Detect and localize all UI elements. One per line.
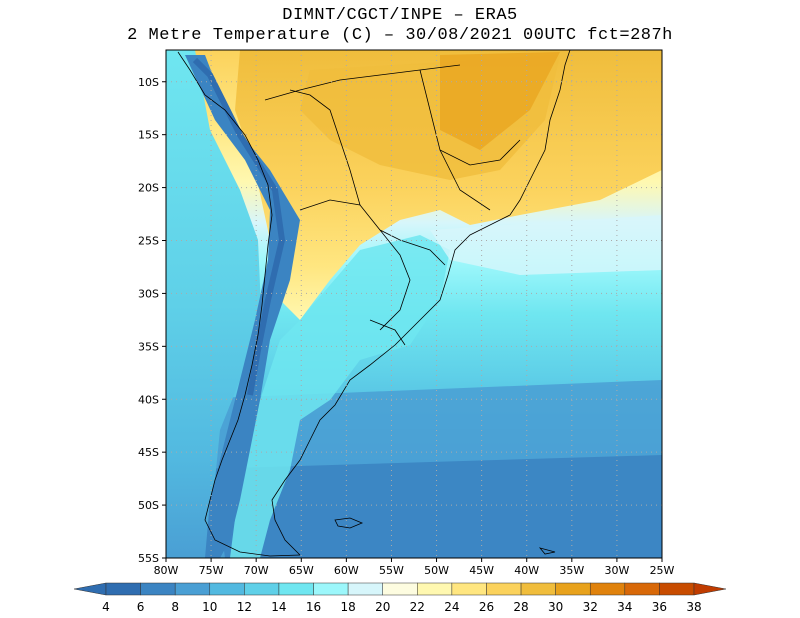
lat-label: 20S [138,182,159,195]
lon-label: 55W [379,564,404,577]
lat-label: 40S [138,393,159,406]
colorbar-label: 36 [652,600,667,614]
colorbar-swatch [209,582,245,596]
country-border-3 [379,229,411,331]
colorbar-swatch [244,582,280,596]
colorbar-label: 28 [513,600,528,614]
colorbar-labels: 4 6 8 10 12 14 16 18 20 22 24 26 28 30 32 34 36 38 [102,600,701,614]
lon-label: 80W [154,564,179,577]
colorbar-swatch [486,582,522,596]
colorbar-label: 38 [686,600,701,614]
lon-label: 35W [559,564,584,577]
hottest-core-field [440,52,560,150]
lat-label: 45S [138,446,159,459]
lat-label: 50S [138,499,159,512]
lon-label: 75W [199,564,224,577]
country-border-4 [264,64,461,101]
colorbar-swatch [313,582,349,596]
colorbar-label: 20 [375,600,390,614]
pacific-coastline [177,51,301,557]
colorbar-label: 18 [340,600,355,614]
lat-label: 10S [138,76,159,89]
andes-ridge [192,57,286,396]
lon-label: 65W [289,564,314,577]
map-title-line-2: 2 Metre Temperature (C) – 30/08/2021 00U… [127,26,673,45]
longitude-labels: 80W 75W 70W 65W 60W 55W 50W 45W 40W 35W 30W 25W [154,558,675,577]
colorbar-swatch [555,582,591,596]
atlantic-coastline [271,50,571,556]
lat-label: 35S [138,340,159,353]
map-field [166,50,662,558]
lon-label: 50W [424,564,449,577]
latitude-labels: 10S 15S 20S 25S 30S 35S 40S 45S 50S 55S [138,76,166,565]
colorbar-label: 4 [102,600,110,614]
colorbar-label: 10 [202,600,217,614]
colorbar-label: 32 [583,600,598,614]
lat-label: 30S [138,287,159,300]
lat-label: 25S [138,235,159,248]
lon-label: 25W [650,564,675,577]
colorbar-swatch [589,582,626,596]
south-georgia [538,547,556,555]
colorbar-label: 34 [617,600,632,614]
colorbar-swatch [347,582,383,596]
colorbar-right-arrow [693,582,727,596]
colorbar-label: 14 [271,600,286,614]
colorbar-swatch [659,582,695,596]
southern-coldest-band [166,455,662,558]
river-plate-outline [369,319,406,346]
southern-cone-cool-field [230,235,450,558]
lon-label: 30W [604,564,629,577]
colorbar-swatch [140,582,176,596]
colorbar-label: 12 [237,600,252,614]
colorbar-label: 6 [137,600,145,614]
map-frame [165,49,663,559]
colorbar-swatch [382,582,418,596]
state-border-1 [419,69,521,166]
colorbar-label: 16 [306,600,321,614]
colorbar-swatch [174,582,211,596]
falkland-islands [334,517,364,529]
colorbar-label: 26 [479,600,494,614]
lat-label: 55S [138,552,159,565]
colorbar-swatch [624,582,660,596]
state-border-2 [439,149,491,211]
colorbar-swatch [520,582,556,596]
lon-label: 70W [244,564,269,577]
colorbar-label: 30 [548,600,563,614]
colorbar-swatch [278,582,314,596]
lon-label: 60W [334,564,359,577]
colorbar [73,582,727,596]
colorbar-label: 8 [171,600,179,614]
lon-label: 45W [469,564,494,577]
lat-label: 15S [138,129,159,142]
lon-label: 40W [514,564,539,577]
coastlines [177,50,571,557]
atlantic-pale-band [430,215,662,275]
pacific-field [166,50,262,558]
country-border-2 [289,89,361,206]
colorbar-swatch [451,582,487,596]
colorbar-label: 22 [410,600,425,614]
colorbar-swatch [417,582,453,596]
colorbar-label: 24 [444,600,459,614]
colorbar-swatch [105,582,141,596]
map-title-line-1: DIMNT/CGCT/INPE – ERA5 [282,6,518,25]
colorbar-left-arrow [73,582,107,596]
